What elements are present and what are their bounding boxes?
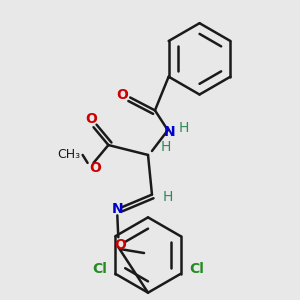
Text: H: H xyxy=(161,140,171,154)
Text: H: H xyxy=(163,190,173,204)
Text: Cl: Cl xyxy=(92,262,107,276)
Text: O: O xyxy=(116,88,128,101)
Text: N: N xyxy=(112,202,123,216)
Text: CH₃: CH₃ xyxy=(57,148,80,161)
Text: O: O xyxy=(90,161,101,175)
Text: O: O xyxy=(85,112,98,126)
Text: H: H xyxy=(178,121,189,135)
Text: N: N xyxy=(164,125,176,139)
Text: O: O xyxy=(114,238,126,252)
Text: Cl: Cl xyxy=(189,262,204,276)
